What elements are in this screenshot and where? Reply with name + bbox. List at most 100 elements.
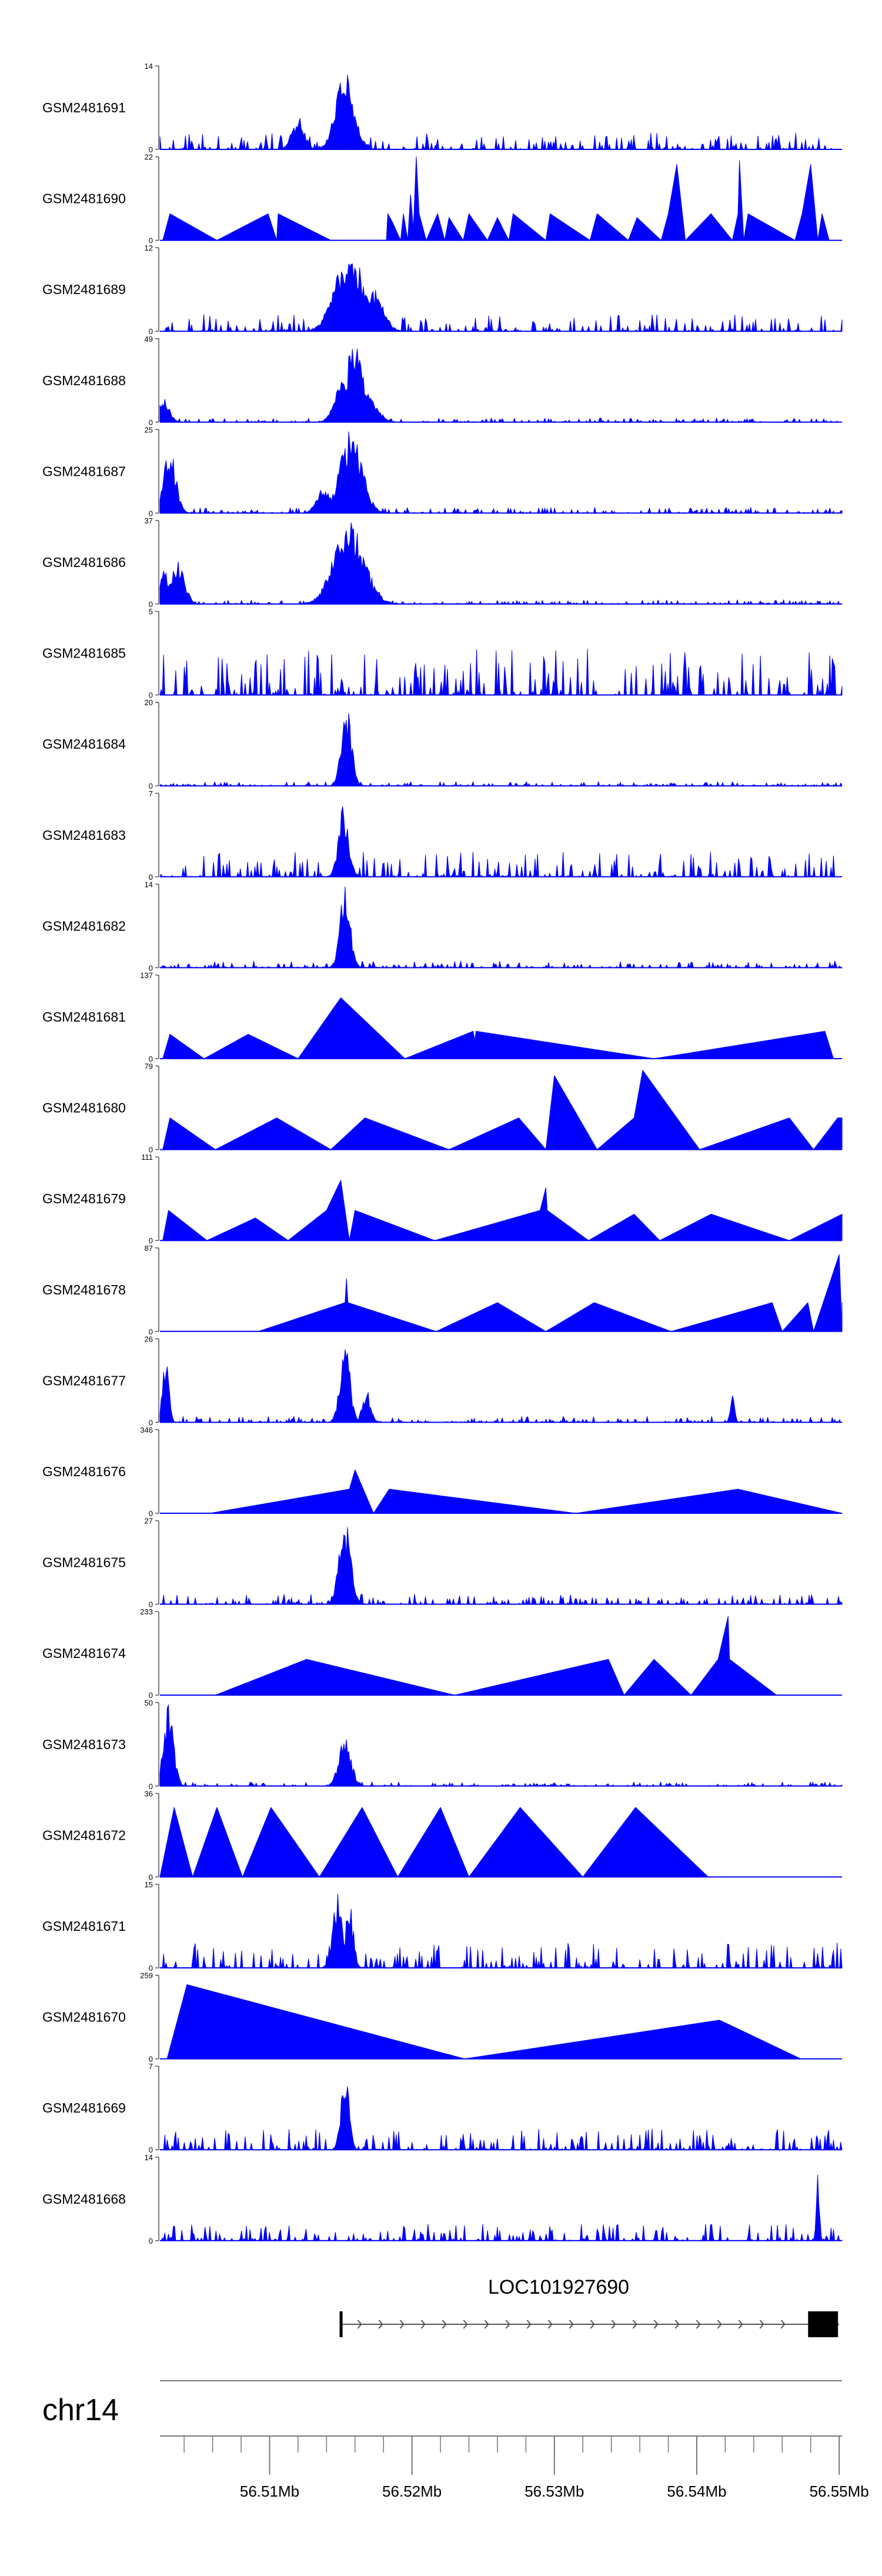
y-max-label: 27	[145, 1517, 153, 1526]
strand-arrow	[611, 2320, 616, 2329]
strand-arrow	[442, 2320, 447, 2329]
signal-area	[159, 1527, 843, 1605]
signal-area	[159, 1893, 843, 1968]
track-label: GSM2481673	[42, 1737, 126, 1752]
track-GSM2481684: GSM2481684 20 0	[42, 698, 843, 790]
strand-arrow	[569, 2320, 574, 2329]
strand-arrow	[547, 2320, 553, 2329]
track-label: GSM2481680	[42, 1100, 126, 1116]
track-label: GSM2481672	[42, 1827, 126, 1843]
strand-arrow	[484, 2320, 489, 2329]
y-max-label: 233	[140, 1607, 153, 1616]
y-max-label: 259	[140, 1971, 153, 1980]
chromosome-label: chr14	[42, 2393, 119, 2427]
strand-arrow	[505, 2320, 510, 2329]
track-GSM2481676: GSM2481676 346 0	[42, 1426, 843, 1518]
track-label: GSM2481675	[42, 1555, 126, 1570]
track-label: GSM2481685	[42, 646, 126, 661]
y-min-label: 0	[149, 1236, 153, 1245]
signal-area	[162, 997, 834, 1059]
track-label: GSM2481683	[42, 827, 126, 843]
track-GSM2481674: GSM2481674 233 0	[42, 1607, 842, 1700]
y-max-label: 50	[145, 1699, 153, 1707]
y-max-label: 20	[145, 698, 153, 707]
y-max-label: 37	[145, 516, 153, 525]
track-GSM2481681: GSM2481681 137 0	[42, 971, 842, 1063]
track-label: GSM2481668	[42, 2191, 126, 2207]
signal-area	[159, 431, 843, 513]
track-GSM2481680: GSM2481680 79 0	[42, 1062, 843, 1154]
track-label: GSM2481691	[42, 100, 126, 115]
y-max-label: 79	[145, 1062, 153, 1071]
track-GSM2481679: GSM2481679 111 0	[42, 1153, 843, 1245]
y-min-label: 0	[149, 963, 153, 972]
y-max-label: 12	[145, 243, 153, 252]
y-max-label: 15	[145, 1880, 153, 1889]
y-min-label: 0	[149, 2237, 153, 2245]
strand-arrow	[674, 2320, 680, 2329]
track-GSM2481675: GSM2481675 27 0	[42, 1517, 843, 1609]
track-label: GSM2481674	[42, 1646, 126, 1661]
track-GSM2481683: GSM2481683 7 0	[42, 789, 843, 882]
gene-label: LOC101927690	[488, 2276, 629, 2298]
y-max-label: 346	[140, 1426, 153, 1434]
axis-tick-label: 56.54Mb	[667, 2482, 726, 2500]
genome-axis: chr14 56.51Mb 56.52Mb 56.53Mb 56.54Mb 56.55Mb	[42, 2380, 869, 2500]
y-min-label: 0	[149, 418, 153, 427]
y-max-label: 14	[145, 880, 153, 889]
track-label: GSM2481669	[42, 2100, 126, 2115]
strand-arrow	[653, 2320, 659, 2329]
signal-area	[162, 156, 830, 241]
signal-area	[166, 1984, 801, 2060]
y-max-label: 5	[149, 608, 153, 616]
track-label: GSM2481684	[42, 736, 126, 752]
y-max-label: 7	[149, 2062, 153, 2071]
track-label: GSM2481678	[42, 1282, 126, 1297]
signal-area	[159, 1704, 843, 1787]
y-max-label: 87	[145, 1244, 153, 1253]
track-label: GSM2481689	[42, 282, 126, 297]
y-min-label: 0	[149, 1055, 153, 1063]
track-label: GSM2481686	[42, 555, 126, 570]
signal-area	[159, 2174, 843, 2241]
track-label: GSM2481688	[42, 373, 126, 388]
y-min-label: 0	[149, 1146, 153, 1154]
track-GSM2481673: GSM2481673 50 0	[42, 1699, 843, 1791]
track-GSM2481678: GSM2481678 87 0	[42, 1244, 843, 1336]
signal-area	[159, 1807, 709, 1877]
axis-tick-label: 56.51Mb	[240, 2482, 299, 2500]
signal-area	[215, 1616, 777, 1696]
y-max-label: 14	[145, 2153, 153, 2162]
strand-arrow	[590, 2320, 595, 2329]
y-min-label: 0	[149, 2145, 153, 2154]
y-min-label: 0	[149, 327, 153, 336]
signal-area	[162, 1070, 843, 1150]
track-GSM2481689: GSM2481689 12 0	[42, 243, 843, 336]
y-min-label: 0	[149, 1600, 153, 1609]
y-max-label: 25	[145, 425, 153, 434]
strand-arrow	[357, 2320, 362, 2329]
y-max-label: 26	[145, 1334, 153, 1343]
signal-area	[209, 1469, 843, 1514]
track-label: GSM2481687	[42, 463, 126, 479]
gene-exon	[808, 2311, 838, 2337]
signal-area	[159, 2086, 843, 2150]
strand-arrow	[738, 2320, 743, 2329]
signal-area	[159, 713, 843, 786]
track-label: GSM2481690	[42, 191, 126, 206]
y-min-label: 0	[149, 1418, 153, 1427]
signal-area	[159, 263, 843, 332]
track-GSM2481691: GSM2481691 14 0	[42, 62, 843, 154]
strand-arrow	[632, 2320, 637, 2329]
y-max-label: 14	[145, 62, 153, 71]
y-max-label: 22	[145, 153, 153, 162]
y-min-label: 0	[149, 1873, 153, 1881]
track-label: GSM2481682	[42, 918, 126, 933]
track-GSM2481672: GSM2481672 36 0	[42, 1789, 842, 1881]
signal-area	[159, 522, 843, 605]
signal-area	[258, 1254, 843, 1332]
y-max-label: 137	[140, 971, 153, 980]
y-min-label: 0	[149, 1327, 153, 1336]
track-GSM2481690: GSM2481690 22 0	[42, 153, 842, 245]
y-max-label: 49	[145, 335, 153, 343]
